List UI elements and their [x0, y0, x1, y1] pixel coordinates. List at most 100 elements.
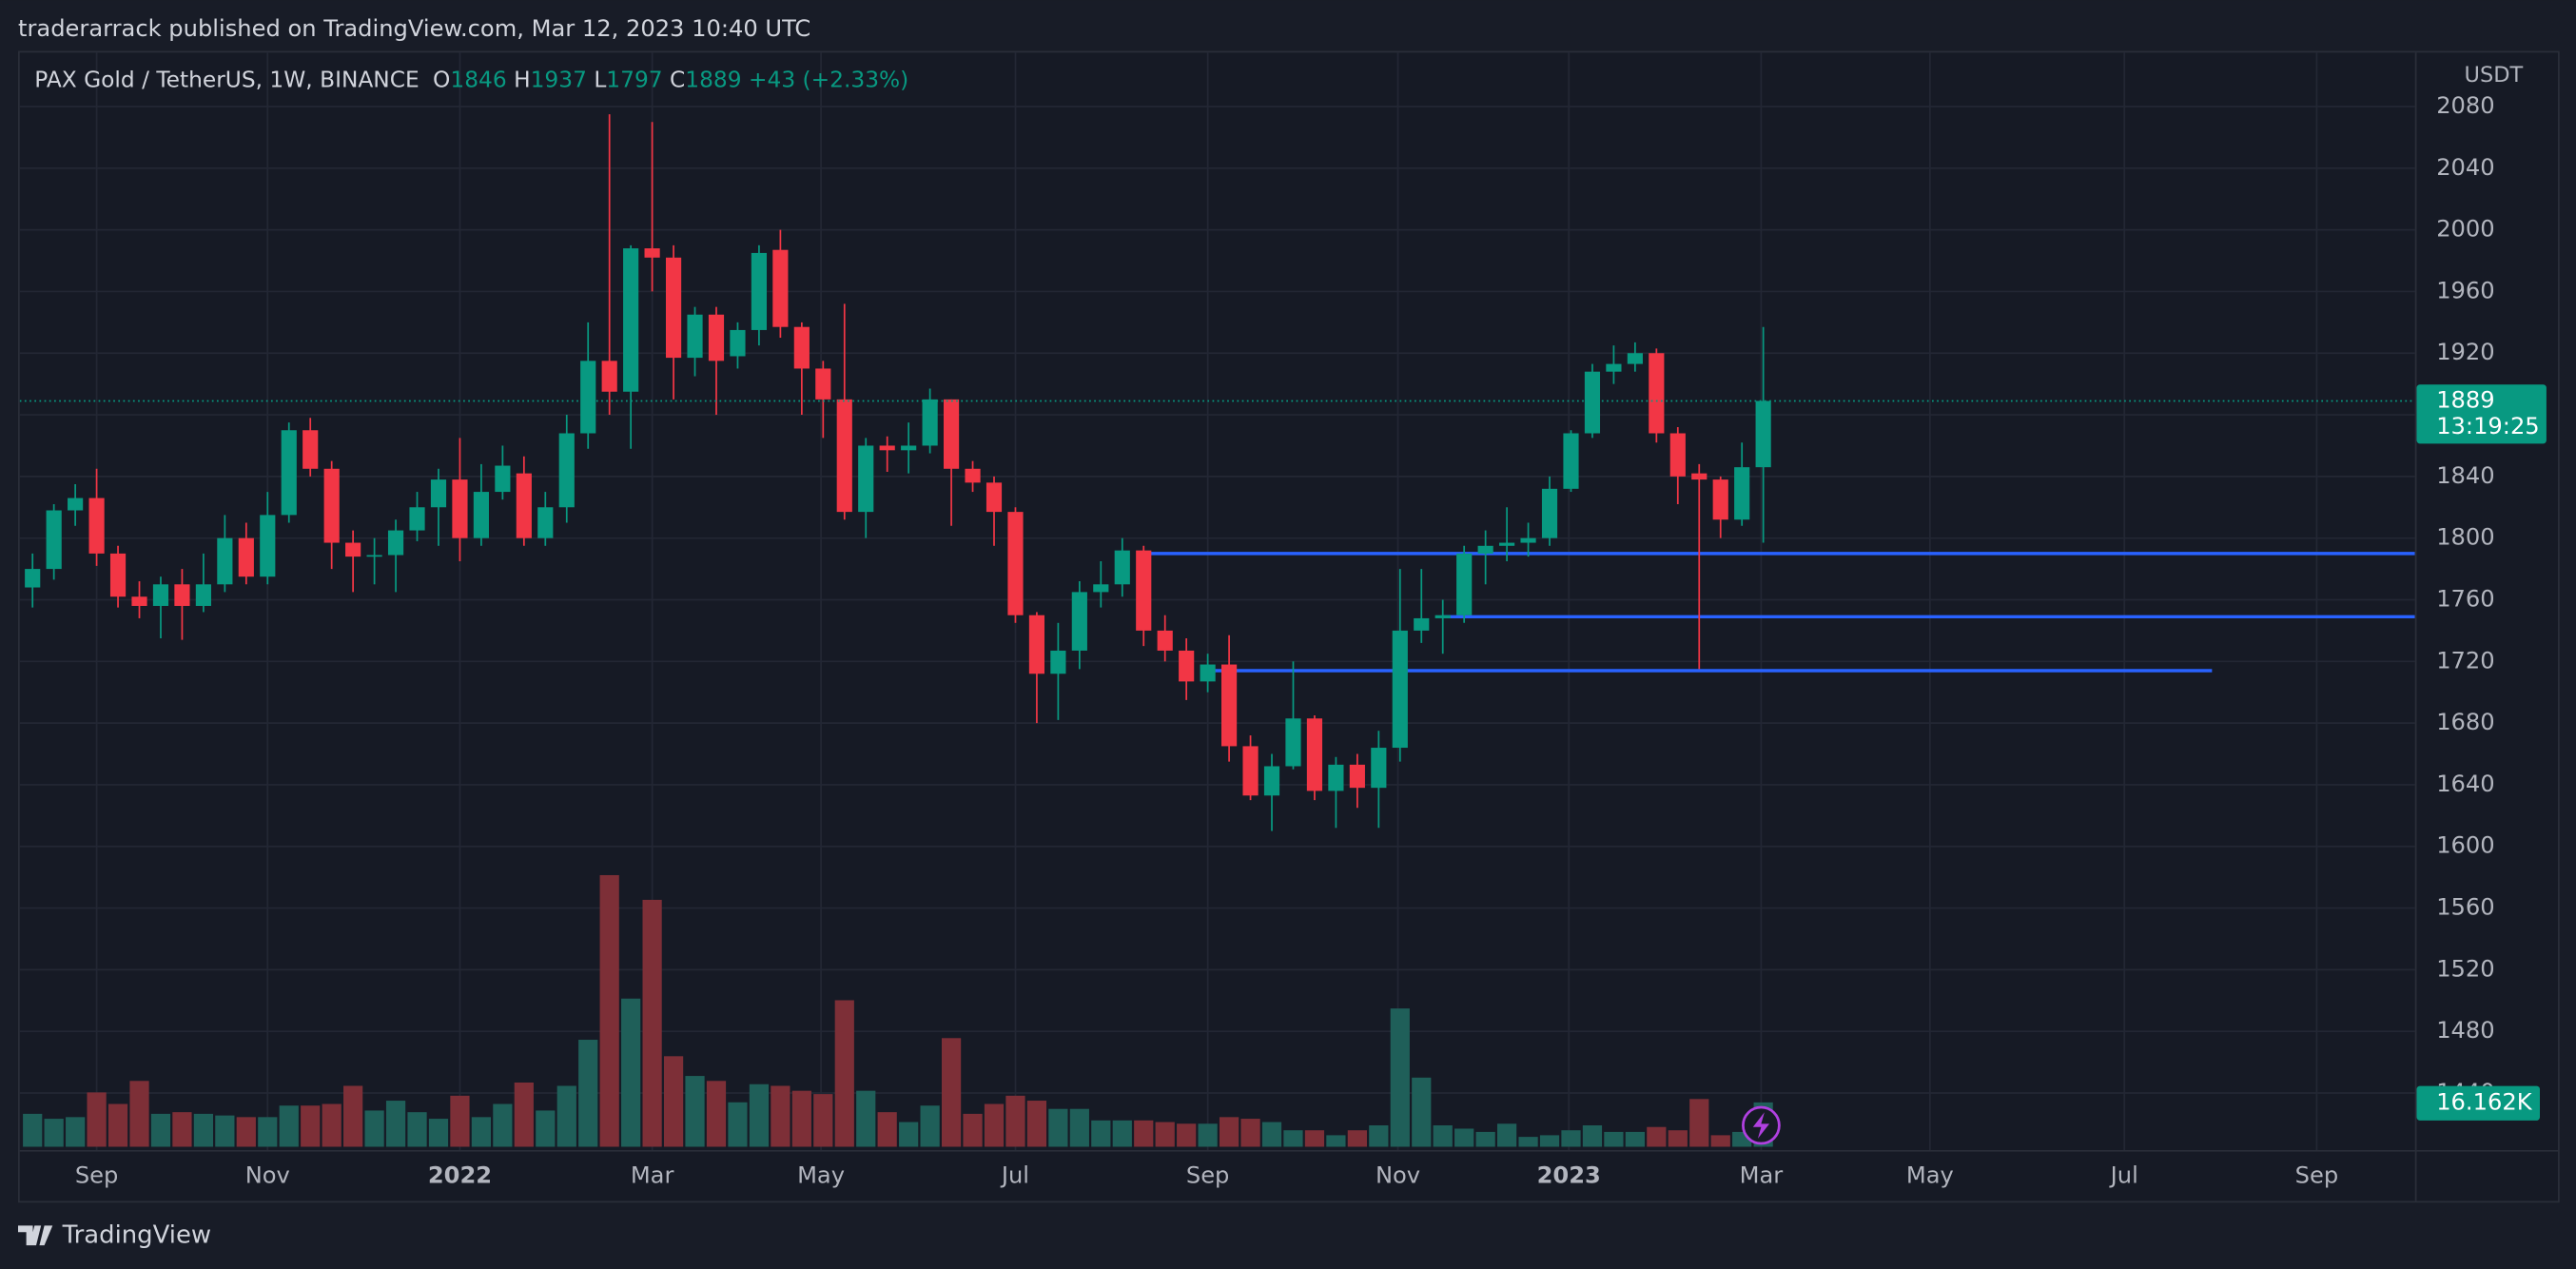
volume-bar [685, 1076, 705, 1147]
volume-bar [941, 1038, 962, 1147]
candle-body [238, 537, 254, 577]
y-tick-label: 1520 [2436, 955, 2494, 982]
volume-bar [172, 1112, 192, 1147]
volume-bar [1582, 1124, 1603, 1147]
volume-bar [642, 899, 662, 1147]
candle-body [152, 584, 169, 606]
legend-label: H [514, 67, 531, 92]
candle-body [1093, 584, 1109, 593]
volume-bar [706, 1081, 727, 1147]
last-price-badge [2416, 384, 2547, 444]
volume-bar [1134, 1120, 1154, 1147]
volume-badge [2416, 1085, 2541, 1121]
volume-bar [771, 1085, 790, 1147]
x-tick-label: Mar [631, 1162, 674, 1189]
volume-bar [1668, 1130, 1688, 1147]
volume-bar [343, 1085, 363, 1147]
candle-body [836, 399, 852, 513]
volume-bar [279, 1105, 299, 1147]
candle-body [1755, 400, 1771, 468]
y-tick-label: 1760 [2436, 585, 2494, 612]
volume-bar [1091, 1120, 1111, 1147]
volume-bar [1433, 1124, 1453, 1147]
volume-bar [1369, 1124, 1389, 1147]
chart-frame [17, 50, 2560, 1203]
candle-body [901, 445, 917, 451]
candle-body [1456, 553, 1473, 615]
volume-bar [1604, 1131, 1624, 1147]
volume-bar [578, 1040, 598, 1147]
candle-body [1499, 542, 1515, 546]
y-tick-label: 1560 [2436, 894, 2494, 921]
candle-body [1541, 488, 1558, 538]
volume-bar [963, 1113, 983, 1147]
volume-bar [87, 1092, 107, 1147]
candle-body [1414, 617, 1430, 631]
candle-body [1179, 650, 1195, 682]
levels [1143, 552, 2415, 673]
candle-body [1157, 630, 1173, 651]
legend-label: C [670, 67, 685, 92]
x-tick-label: May [797, 1162, 845, 1189]
brand-name: TradingView [62, 1220, 211, 1249]
volume-bar [1304, 1130, 1325, 1147]
y-tick-label: 1640 [2436, 771, 2494, 797]
y-tick-label: 1840 [2436, 462, 2494, 489]
candle-body [323, 468, 340, 543]
volume-bar [556, 1085, 576, 1147]
change-label: +43 (+2.33%) [749, 67, 908, 92]
volume-bar [877, 1112, 897, 1147]
candle-body [1114, 550, 1130, 585]
x-tick-label: Sep [1186, 1162, 1230, 1189]
volume-bar [1069, 1108, 1089, 1147]
brand-logo[interactable]: TradingView [17, 1220, 211, 1249]
candle-body [1669, 433, 1686, 477]
candle-body [879, 445, 895, 451]
x-tick-label: Nov [1376, 1162, 1420, 1189]
candle-body [1371, 748, 1387, 789]
y-tick-label: 1800 [2436, 524, 2494, 551]
volume-bar [1412, 1077, 1432, 1147]
candle-body [537, 507, 554, 538]
y-tick-label: 2000 [2436, 216, 2494, 243]
y-tick-label: 1680 [2436, 709, 2494, 735]
legend-value: 1797 [606, 67, 662, 92]
candle-body [1734, 467, 1750, 520]
volume-bar [749, 1084, 770, 1147]
y-axis-unit: USDT [2465, 63, 2524, 88]
candles [19, 114, 2415, 831]
volume-bar [428, 1119, 449, 1147]
y-tick-label: 1960 [2436, 277, 2494, 303]
x-tick-label: Mar [1740, 1162, 1784, 1189]
candle-body [793, 326, 810, 369]
candle-body [88, 498, 105, 554]
candle-body [965, 468, 981, 483]
volume-bar [493, 1103, 513, 1147]
last-price-label: 1889 [2436, 386, 2494, 413]
volume-bar [364, 1110, 384, 1147]
volume-bar [1347, 1130, 1367, 1147]
volume-bar [1647, 1126, 1667, 1147]
candle-body [430, 479, 447, 508]
volume-bar [536, 1110, 556, 1147]
candle-body [1649, 353, 1665, 434]
y-tick-label: 1480 [2436, 1017, 2494, 1044]
volume-bar [1518, 1137, 1538, 1147]
x-tick-label: Jul [1000, 1162, 1029, 1189]
candle-body [1477, 545, 1493, 554]
candle-body [1221, 664, 1238, 747]
volume-bar [856, 1090, 876, 1147]
alert-icon[interactable] [1742, 1105, 1781, 1145]
candle-body [409, 507, 425, 531]
volume-bar [258, 1117, 278, 1147]
candle-body [68, 498, 84, 511]
volume-bar [385, 1101, 406, 1147]
volume-bar [984, 1103, 1005, 1147]
volume-bar [1561, 1130, 1581, 1147]
candle-body [195, 584, 211, 606]
legend-value: 1937 [531, 67, 587, 92]
volume-bar [129, 1081, 149, 1147]
volume-label: 16.162K [2436, 1089, 2533, 1116]
volume-bar [599, 874, 619, 1147]
